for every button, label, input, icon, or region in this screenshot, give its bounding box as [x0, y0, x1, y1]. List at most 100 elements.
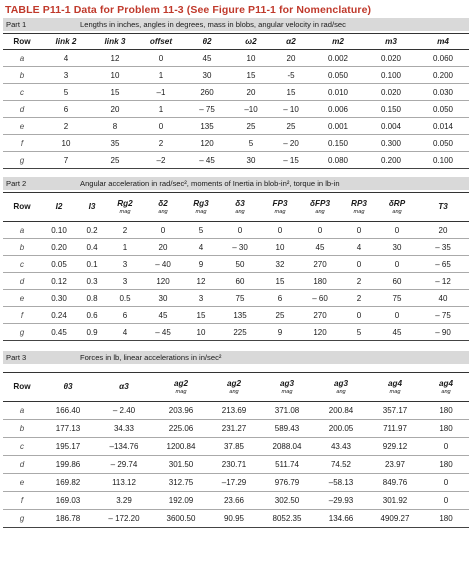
- table-cell: 0: [377, 255, 417, 273]
- part2-col-header-label: I2: [55, 202, 63, 211]
- table-cell: 8: [91, 117, 139, 135]
- table-cell: 10: [261, 238, 299, 256]
- table-title-bar: TABLE P11-1 Data for Problem 11-3 (See F…: [3, 2, 469, 18]
- part2-description: Angular acceleration in rad/sec², moment…: [80, 179, 340, 188]
- part3-col-header-sub: mag: [389, 388, 401, 395]
- part2-col-header-sub: mag: [274, 208, 286, 215]
- part1-col-header-label: offset: [149, 37, 173, 46]
- table-cell: 45: [299, 238, 341, 256]
- part2-col-header: I2: [41, 192, 77, 222]
- table-cell: 180: [423, 419, 469, 438]
- table-cell: 15: [183, 306, 219, 324]
- row-label: d: [3, 100, 41, 118]
- part3-col-header-label: Row: [13, 382, 31, 391]
- table-cell: 0.2: [86, 225, 98, 235]
- table-cell: 180: [423, 455, 469, 474]
- part2-col-header-sub: mag: [353, 208, 365, 215]
- table-cell: 134.66: [315, 509, 367, 528]
- table-cell: 929.12: [367, 437, 423, 456]
- part1-col-header-label: ω2: [245, 37, 257, 46]
- table-cell: 10: [41, 134, 91, 152]
- table-cell: 5: [231, 134, 271, 152]
- part2-col-header-label: δFP3: [309, 198, 330, 208]
- table-cell: 169.03: [41, 491, 95, 510]
- table-cell: 0: [158, 53, 164, 63]
- table-cell: 0.12: [41, 272, 77, 290]
- part1-col-header: link 3: [91, 33, 139, 50]
- table-cell: 0.24: [41, 306, 77, 324]
- part2-col-header-label: δ2: [158, 198, 168, 208]
- part1-col-header: α2: [271, 33, 311, 50]
- table-cell: – 45: [183, 151, 231, 169]
- table-cell: – 20: [271, 134, 311, 152]
- table-cell: 0: [394, 225, 400, 235]
- part2-col-header: FP3 mag: [261, 192, 299, 222]
- table-row: b 3 10 1 30 15 -5 0.050 0.100 0.200: [3, 66, 469, 84]
- table-cell: 9: [183, 255, 219, 273]
- table-row: g 0.45 0.9 4– 45 10 225 9 120 5 45– 90: [3, 323, 469, 341]
- table-cell: –1: [139, 83, 183, 101]
- table-row: g 7 25 –2– 45 30– 15 0.080 0.200 0.100: [3, 151, 469, 169]
- table-cell: 0.5: [107, 289, 143, 307]
- table-cell: 0.10: [51, 225, 67, 235]
- table-cell: 37.85: [209, 437, 259, 456]
- table-cell: 0.002: [327, 53, 349, 63]
- table-cell: 40: [417, 289, 469, 307]
- table-cell: 270: [299, 255, 341, 273]
- table-cell: 10: [91, 66, 139, 84]
- part1-col-header-label: Row: [13, 37, 31, 46]
- table-cell: 3: [107, 272, 143, 290]
- table-cell: 200.05: [315, 419, 367, 438]
- row-label: e: [3, 473, 41, 492]
- table-cell: 166.40: [55, 406, 81, 415]
- table-cell: 0.001: [311, 117, 365, 135]
- table-cell: – 2.40: [112, 406, 136, 415]
- table-cell: -5: [271, 66, 311, 84]
- table-cell: 2: [341, 272, 377, 290]
- table-row: c 0.05 0.1 3– 40 9 50 32 270 0 0– 65: [3, 255, 469, 273]
- table-cell: 20: [286, 53, 296, 63]
- part3-col-header-label: ag3: [279, 378, 295, 388]
- table-cell: 15: [271, 83, 311, 101]
- table-cell: 180: [439, 406, 453, 415]
- table-cell: 0.300: [365, 134, 417, 152]
- table-cell: 23.66: [209, 491, 259, 510]
- table-cell: 0.8: [77, 289, 107, 307]
- table-cell: 589.43: [259, 419, 315, 438]
- table-cell: 0.030: [417, 83, 469, 101]
- table-cell: 0.010: [311, 83, 365, 101]
- part2-col-header: δ2 ang: [143, 192, 183, 222]
- table-cell: 25: [271, 117, 311, 135]
- table-cell: 1: [107, 238, 143, 256]
- table-cell: 3.29: [95, 491, 153, 510]
- table-cell: 225.06: [153, 419, 209, 438]
- table-cell: 30: [183, 66, 231, 84]
- row-label: c: [3, 83, 41, 101]
- table-row: c 5 15 –1 260 20 15 0.010 0.020 0.030: [3, 83, 469, 101]
- table-cell: 120: [299, 323, 341, 341]
- table-cell: – 75: [417, 306, 469, 324]
- table-cell: 0.150: [365, 100, 417, 118]
- table-cell: 301.92: [367, 491, 423, 510]
- table-cell: 12: [110, 53, 120, 63]
- part2-col-header-label: FP3: [272, 198, 288, 208]
- table-cell: 20: [438, 225, 448, 235]
- row-label: d: [3, 455, 41, 474]
- part2-body: a 0.10 0.2 2 0 5 0 0 0 0 0 20 b 0.20 0.4 1 20 4– 30 10 45 4 3…: [3, 222, 469, 341]
- row-label: b: [3, 66, 41, 84]
- part3-col-header-label: ag3: [333, 378, 349, 388]
- table-cell: 0.150: [311, 134, 365, 152]
- table-cell: 4: [107, 323, 143, 341]
- part1-col-header: m2: [311, 33, 365, 50]
- table-cell: 0.050: [311, 66, 365, 84]
- row-label: g: [3, 509, 41, 528]
- part1-description: Lengths in inches, angles in degrees, ma…: [80, 20, 346, 29]
- table-cell: 2: [139, 134, 183, 152]
- table-cell: 135: [183, 117, 231, 135]
- table-cell: 231.27: [209, 419, 259, 438]
- table-cell: 1: [139, 100, 183, 118]
- table-row: g 186.78– 172.20 3600.50 90.95 8052.35 134.66…: [3, 509, 469, 528]
- table-cell: 0.080: [311, 151, 365, 169]
- table-cell: 35: [91, 134, 139, 152]
- row-label: a: [19, 225, 25, 235]
